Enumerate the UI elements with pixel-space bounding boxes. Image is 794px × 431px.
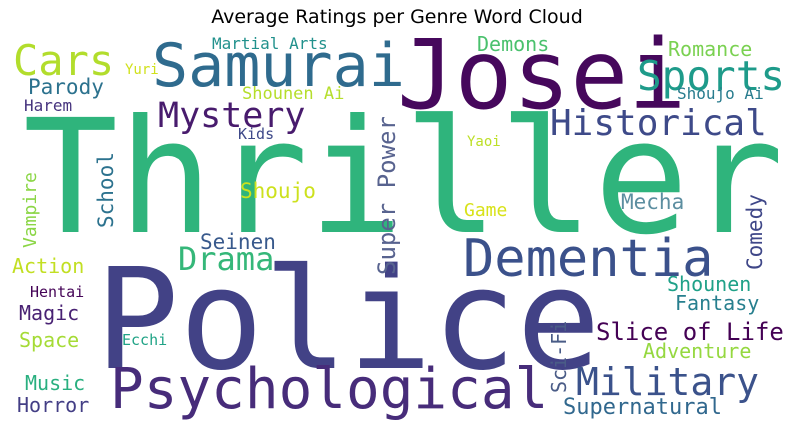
word-samurai: Samurai xyxy=(152,31,405,101)
word-vampire: Vampire xyxy=(20,172,41,248)
word-shounen: Shounen xyxy=(667,272,751,296)
word-parody: Parody xyxy=(28,75,104,99)
word-cars: Cars xyxy=(13,36,114,85)
word-josei: Josei xyxy=(397,19,686,131)
word-mystery: Mystery xyxy=(158,96,306,136)
word-shoujo-ai: Shoujo Ai xyxy=(677,84,764,103)
word-shounen-ai: Shounen Ai xyxy=(242,84,344,104)
word-harem: Harem xyxy=(24,96,72,115)
word-drama: Drama xyxy=(178,240,274,278)
word-psychological: Psychological xyxy=(110,357,548,422)
word-ecchi: Ecchi xyxy=(122,331,167,349)
word-martial-arts: Martial Arts xyxy=(212,34,328,53)
word-horror: Horror xyxy=(17,393,89,417)
word-school: School xyxy=(94,152,118,228)
word-adventure: Adventure xyxy=(643,339,751,363)
word-sci-fi: Sci-Fi xyxy=(547,321,571,393)
word-magic: Magic xyxy=(19,301,79,325)
word-police: Police xyxy=(95,239,601,402)
chart-title: Average Ratings per Genre Word Cloud xyxy=(211,6,583,28)
word-music: Music xyxy=(25,371,85,395)
word-game: Game xyxy=(464,200,507,221)
word-slice-of-life: Slice of Life xyxy=(596,318,784,346)
word-comedy: Comedy xyxy=(743,194,767,270)
word-shoujo: Shoujo xyxy=(240,179,316,203)
word-seinen: Seinen xyxy=(200,230,276,254)
word-hentai: Hentai xyxy=(30,283,84,301)
word-dementia: Dementia xyxy=(463,229,713,289)
word-sports: Sports xyxy=(637,52,785,100)
word-fantasy: Fantasy xyxy=(675,291,759,315)
word-space: Space xyxy=(19,328,79,352)
word-romance: Romance xyxy=(668,37,752,61)
word-demons: Demons xyxy=(477,32,549,56)
word-historical: Historical xyxy=(550,103,767,144)
word-supernatural: Supernatural xyxy=(563,395,722,420)
word-yuri: Yuri xyxy=(125,62,159,78)
word-mecha: Mecha xyxy=(621,190,684,214)
word-yaoi: Yaoi xyxy=(467,134,501,150)
word-military: Military xyxy=(576,360,759,404)
word-thriller: Thriller xyxy=(23,86,784,270)
word-kids: Kids xyxy=(238,125,274,143)
word-action: Action xyxy=(12,254,84,278)
word-super-power: Super Power xyxy=(373,116,401,275)
